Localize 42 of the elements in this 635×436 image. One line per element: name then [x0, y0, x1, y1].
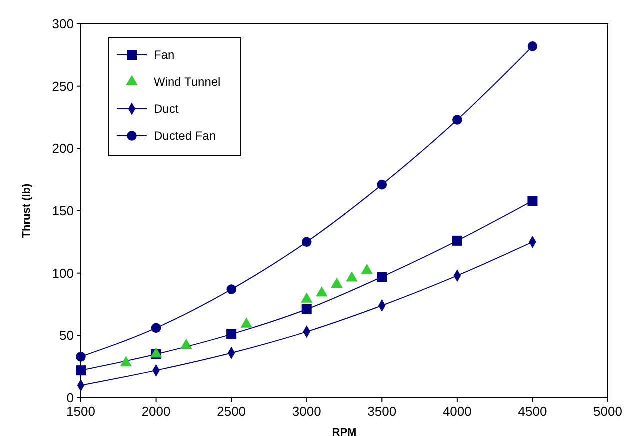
y-tick-label: 300 [52, 16, 74, 32]
x-tick-label: 2000 [142, 404, 171, 419]
point [316, 286, 328, 297]
x-tick-label: 3000 [292, 404, 322, 419]
point [240, 318, 253, 328]
point [346, 272, 358, 282]
x-tick-label: 2500 [217, 404, 246, 419]
point [302, 237, 312, 248]
point [452, 115, 462, 125]
point [528, 42, 538, 52]
point [377, 272, 388, 282]
legend-label: Wind Tunnel [154, 75, 221, 90]
x-tick-label: 5000 [594, 404, 622, 419]
x-axis-title: RPM [332, 427, 357, 436]
point [361, 264, 373, 274]
y-tick-label: 50 [60, 328, 74, 344]
point [180, 338, 192, 350]
point [120, 356, 132, 366]
point [300, 292, 313, 303]
point [377, 180, 388, 190]
point [302, 304, 312, 314]
legend-label: Fan [154, 48, 175, 62]
point [226, 329, 237, 340]
x-tick-label: 3500 [368, 404, 397, 419]
legend-label: Ducted Fan [154, 129, 216, 144]
y-axis-title: Thrust (lb) [21, 183, 33, 238]
legend-label: Duct [154, 102, 180, 116]
point [226, 284, 236, 294]
y-tick-label: 0 [66, 390, 74, 406]
y-tick-label: 250 [52, 78, 74, 94]
y-tick-label: 150 [52, 204, 74, 219]
point [528, 196, 538, 206]
point [76, 352, 86, 362]
y-tick-label: 200 [52, 141, 74, 156]
point [452, 236, 462, 246]
x-tick-label: 4500 [518, 404, 548, 419]
x-tick-label: 4000 [442, 404, 472, 419]
y-tick-label: 100 [52, 266, 74, 281]
point [151, 323, 162, 334]
x-tick-label: 1500 [66, 404, 96, 419]
point [331, 278, 343, 288]
point [76, 366, 86, 376]
